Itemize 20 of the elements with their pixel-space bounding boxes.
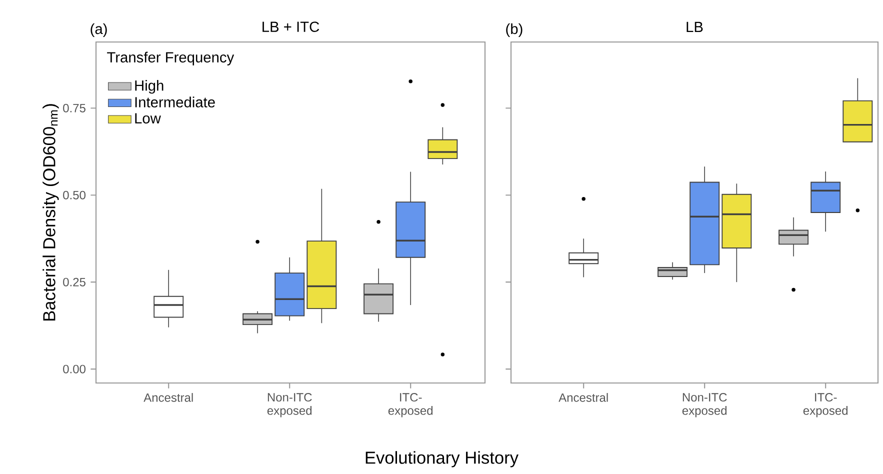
x-tick-label: ITC-exposed (803, 393, 848, 418)
text: (b) (506, 23, 522, 37)
legend-title: Transfer Frequency (107, 52, 234, 66)
x-tick-label: Non-ITC exposed (267, 393, 312, 418)
x-tick-label: Ancestral (144, 393, 193, 402)
legend-label: High (135, 80, 164, 94)
text: (a) (90, 23, 107, 37)
legend-label: Low (135, 113, 161, 124)
chart-title: LB (686, 22, 703, 32)
x-axis-title: Evolutionary History (366, 451, 518, 468)
y-tick-label: 0.50 (63, 190, 86, 200)
y-axis-title: Bacterial Density (OD600$_{nm}$) (42, 104, 59, 320)
y-tick-label: 0.75 (63, 104, 86, 112)
chart-title: LB + ITC (262, 22, 320, 32)
x-tick-label: ITC-exposed (388, 393, 432, 418)
legend-label: Intermediate (135, 96, 215, 108)
y-tick-label: 0.00 (63, 364, 86, 374)
x-tick-label: Non-ITC exposed (682, 393, 727, 418)
x-tick-label: Ancestral (558, 393, 608, 402)
y-tick-label: 0.25 (63, 278, 86, 286)
